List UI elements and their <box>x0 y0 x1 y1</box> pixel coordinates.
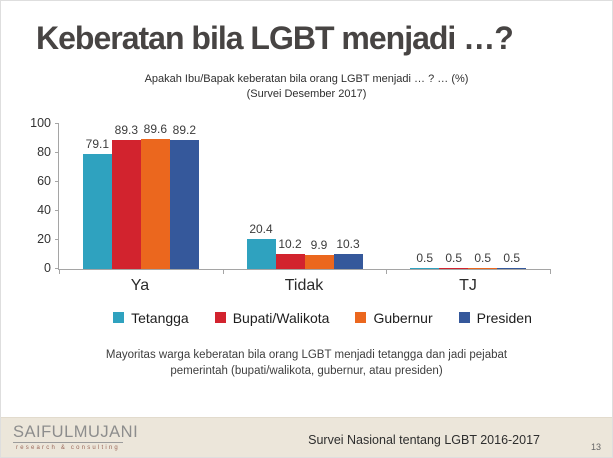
bar-presiden-tj: 0.5 <box>497 251 527 269</box>
conclusion-note-line1: Mayoritas warga keberatan bila orang LGB… <box>105 348 508 361</box>
bar-value-label: 89.6 <box>143 121 168 136</box>
company-logo-subtext: research & consulting <box>16 445 120 452</box>
y-axis-label-20: 20 <box>37 232 51 247</box>
y-axis-tick <box>55 267 59 269</box>
company-logo: SAIFULMUJANI research & consulting <box>13 423 138 452</box>
bar-value-label: 0.5 <box>474 250 492 265</box>
x-axis-tick <box>222 268 224 274</box>
page-number: 13 <box>590 442 601 452</box>
bar-value-label: 89.3 <box>114 122 139 137</box>
y-axis-tick <box>55 122 59 124</box>
bar-gubernur-tj: 0.5 <box>468 251 498 269</box>
bar-group-tj: 0.5 0.5 0.5 0.5 <box>386 124 550 269</box>
bar-value-label: 0.5 <box>503 250 521 265</box>
legend-item-tetangga: Tetangga <box>113 310 189 326</box>
y-axis-label-40: 40 <box>37 203 51 218</box>
bar-group-tidak: 20.4 10.2 9.9 10.3 <box>223 124 387 269</box>
company-logo-text: SAIFULMUJANI <box>13 423 138 444</box>
y-axis-tick <box>55 180 59 182</box>
legend-label-presiden: Presiden <box>476 309 532 326</box>
bar-chart: 0 20 40 60 80 100 79.1 89.3 89.6 89.2 20.4 10.2 9.9 1… <box>1 117 612 295</box>
bar-presiden-ya: 89.2 <box>169 123 199 269</box>
x-axis-tick <box>386 268 388 274</box>
category-label-tj: TJ <box>459 276 477 294</box>
category-labels: Ya Tidak TJ <box>58 270 550 295</box>
y-axis-tick <box>55 238 59 240</box>
legend-label-gubernur: Gubernur <box>373 309 433 326</box>
bar-value-label: 0.5 <box>416 250 434 265</box>
bar-bupati-walikota-ya: 89.3 <box>111 123 141 269</box>
category-label-ya: Ya <box>130 276 150 294</box>
bar-groups: 79.1 89.3 89.6 89.2 20.4 10.2 9.9 10.3 0.5 0.5 0.5… <box>59 122 550 269</box>
chart-legend: Tetangga Bupati/Walikota Gubernur Presiden <box>1 310 612 326</box>
y-axis-label-0: 0 <box>44 261 51 276</box>
legend-swatch-bupati-walikota <box>214 312 226 324</box>
bar-value-label: 0.5 <box>445 250 463 265</box>
bar-gubernur-tidak: 9.9 <box>304 238 334 269</box>
legend-label-tetangga: Tetangga <box>131 309 189 326</box>
bar-value-label: 89.2 <box>172 122 197 137</box>
bar-value-label: 10.2 <box>278 236 302 251</box>
legend-swatch-gubernur <box>355 312 367 324</box>
legend-label-bupati-walikota: Bupati/Walikota <box>232 309 330 326</box>
x-axis-tick <box>59 268 60 274</box>
bar-value-label: 20.4 <box>249 221 273 236</box>
bar-bupati-walikota-tidak: 10.2 <box>275 237 305 269</box>
legend-swatch-presiden <box>458 312 470 324</box>
category-label-tidak: Tidak <box>284 276 324 294</box>
legend-swatch-tetangga <box>113 312 125 324</box>
y-axis-tick <box>55 209 59 211</box>
survey-date-text: (Survei Desember 2017) <box>246 87 367 100</box>
survey-question-text: Apakah Ibu/Bapak keberatan bila orang LG… <box>144 72 469 85</box>
bar-group-ya: 79.1 89.3 89.6 89.2 <box>59 122 223 269</box>
bar-tetangga-ya: 79.1 <box>82 137 112 269</box>
y-axis-tick <box>55 151 59 153</box>
y-axis-label-100: 100 <box>30 116 51 131</box>
bar-value-label: 10.3 <box>336 236 360 251</box>
bar-value-label: 79.1 <box>85 136 110 151</box>
legend-item-gubernur: Gubernur <box>355 309 433 326</box>
bar-presiden-tidak: 10.3 <box>333 237 363 269</box>
legend-item-presiden: Presiden <box>458 309 532 326</box>
bar-value-label: 9.9 <box>310 237 328 252</box>
survey-name: Survei Nasional tentang LGBT 2016-2017 <box>308 433 540 447</box>
y-axis-label-80: 80 <box>37 145 51 160</box>
conclusion-note: Mayoritas warga keberatan bila orang LGB… <box>57 347 557 380</box>
x-axis-tick <box>550 268 551 274</box>
plot-area: 0 20 40 60 80 100 79.1 89.3 89.6 89.2 20.4 10.2 9.9 1… <box>30 117 551 274</box>
legend-item-bupati-walikota: Bupati/Walikota <box>214 309 330 326</box>
bar-tetangga-tidak: 20.4 <box>246 222 276 269</box>
footer-bar: SAIFULMUJANI research & consulting Surve… <box>1 417 612 457</box>
chart-subtitle: Apakah Ibu/Bapak keberatan bila orang LG… <box>1 72 612 102</box>
bar-tetangga-tj: 0.5 <box>410 251 440 269</box>
conclusion-note-line2: pemerintah (bupati/walikota, gubernur, a… <box>170 365 443 378</box>
y-axis-label-60: 60 <box>37 174 51 189</box>
slide-title: Keberatan bila LGBT menjadi …? <box>36 20 514 56</box>
bar-gubernur-ya: 89.6 <box>140 122 170 269</box>
bar-bupati-walikota-tj: 0.5 <box>439 251 469 269</box>
